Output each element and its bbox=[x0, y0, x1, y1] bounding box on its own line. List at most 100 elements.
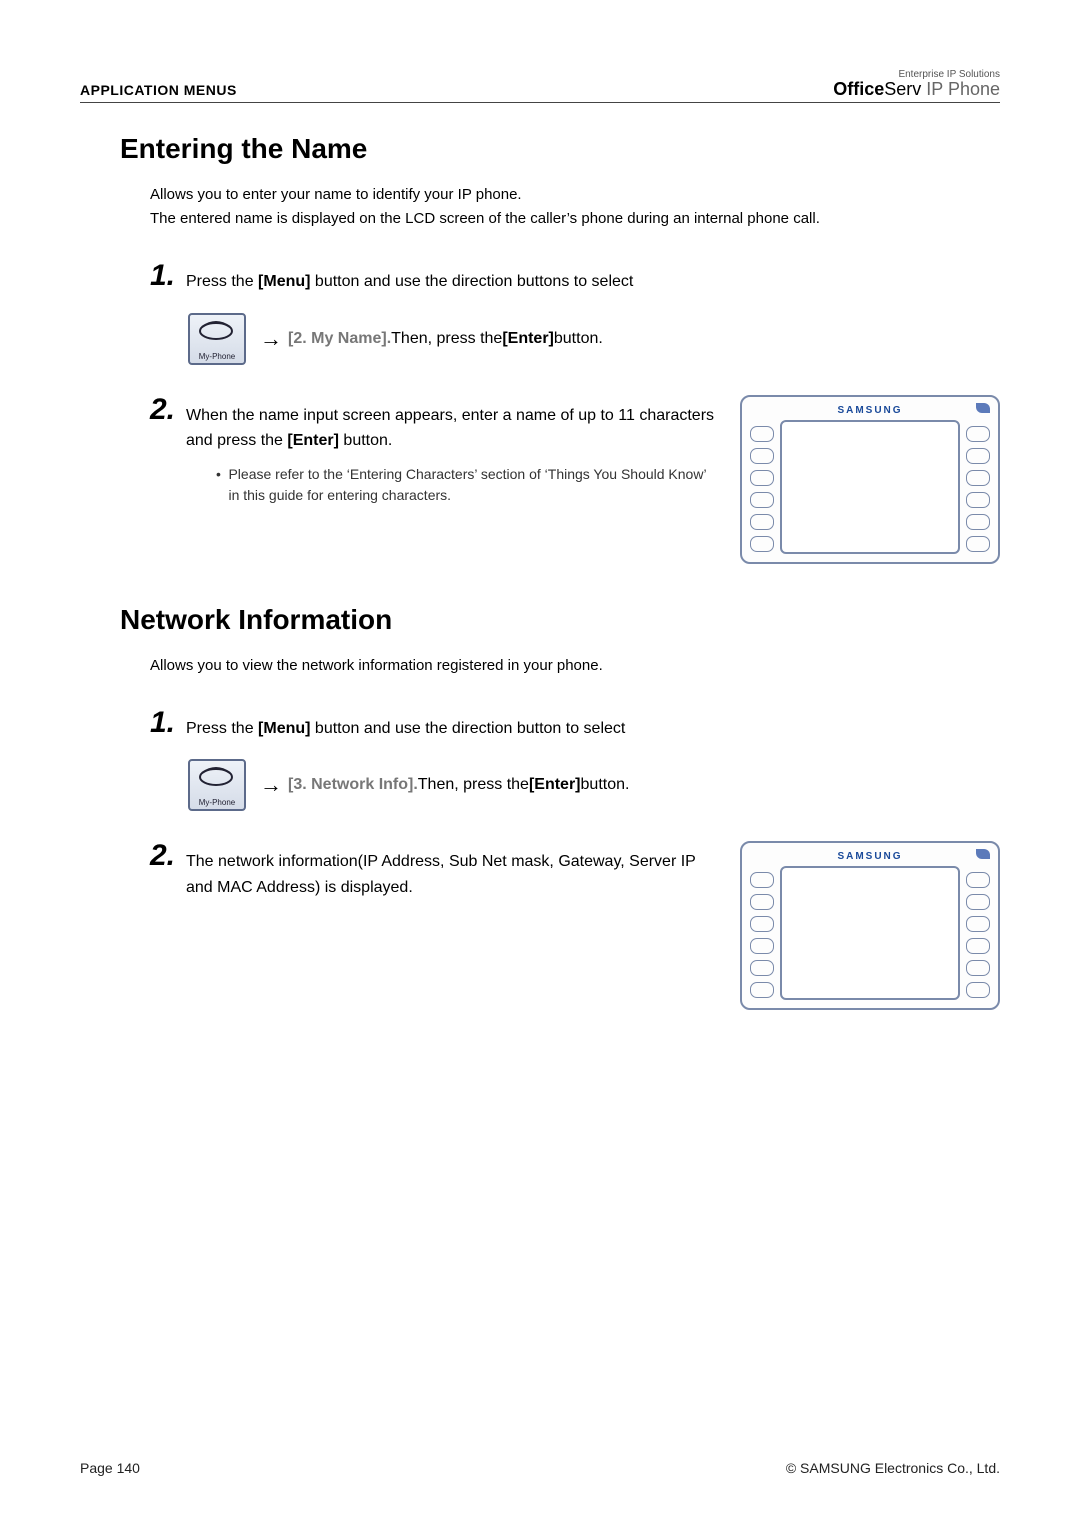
phone-left-buttons bbox=[750, 866, 774, 1000]
text: button and use the direction button to s… bbox=[310, 720, 625, 737]
text: Press the bbox=[186, 273, 258, 290]
bullet-text: Please refer to the ‘Entering Characters… bbox=[228, 464, 716, 506]
page-header: APPLICATION MENUS Enterprise IP Solution… bbox=[80, 70, 1000, 103]
soft-button bbox=[966, 916, 990, 932]
menu-keyword: [Menu] bbox=[258, 720, 310, 737]
brand-tail: IP Phone bbox=[921, 79, 1000, 99]
soft-button bbox=[966, 514, 990, 530]
page: APPLICATION MENUS Enterprise IP Solution… bbox=[0, 0, 1080, 1526]
phone-corner-icon bbox=[976, 849, 990, 859]
soft-button bbox=[750, 448, 774, 464]
content: Entering the Name Allows you to enter yo… bbox=[80, 133, 1000, 1010]
section2-step2-left: 2. The network information(IP Address, S… bbox=[150, 841, 716, 900]
soft-button bbox=[750, 960, 774, 976]
soft-button bbox=[966, 426, 990, 442]
phone-top: SAMSUNG bbox=[750, 403, 990, 420]
soft-button bbox=[966, 448, 990, 464]
brand-main: OfficeServ IP Phone bbox=[833, 80, 1000, 98]
section2-intro: Allows you to view the network informati… bbox=[150, 654, 1000, 678]
text: Press the bbox=[186, 720, 258, 737]
soft-button bbox=[966, 938, 990, 954]
enter-keyword: [Enter] bbox=[529, 776, 581, 794]
arrow-icon: → bbox=[260, 326, 282, 352]
arrow-icon: → bbox=[260, 772, 282, 798]
soft-button bbox=[750, 492, 774, 508]
soft-button bbox=[750, 872, 774, 888]
footer-page-number: Page 140 bbox=[80, 1460, 140, 1476]
menu-path: [2. My Name]. bbox=[288, 330, 391, 348]
bullet-row: • Please refer to the ‘Entering Characte… bbox=[216, 464, 716, 506]
step-body: The network information(IP Address, Sub … bbox=[186, 841, 716, 900]
soft-button bbox=[750, 536, 774, 552]
phone-brand-label: SAMSUNG bbox=[837, 851, 902, 862]
section1-title: Entering the Name bbox=[120, 133, 1000, 165]
step-number: 2. bbox=[150, 841, 186, 900]
soft-button bbox=[966, 982, 990, 998]
text: Then, press the bbox=[418, 776, 529, 794]
phone-corner-icon bbox=[976, 403, 990, 413]
soft-button bbox=[966, 492, 990, 508]
soft-button bbox=[750, 982, 774, 998]
header-section-label: APPLICATION MENUS bbox=[80, 82, 237, 98]
phone-illustration: SAMSUNG bbox=[740, 841, 1000, 1010]
brand-mid: Serv bbox=[884, 79, 921, 99]
soft-button bbox=[750, 894, 774, 910]
section1-intro-line1: Allows you to enter your name to identif… bbox=[150, 183, 1000, 207]
section1-step1: 1. Press the [Menu] button and use the d… bbox=[150, 261, 1000, 295]
phone-body bbox=[750, 420, 990, 554]
section2-title: Network Information bbox=[120, 604, 1000, 636]
text: button. bbox=[581, 776, 630, 794]
text: button and use the direction buttons to … bbox=[310, 273, 633, 290]
section1-icon-row: My-Phone → [2. My Name]. Then, press the… bbox=[188, 313, 1000, 365]
myphone-icon-caption: My-Phone bbox=[190, 352, 244, 361]
enter-keyword: [Enter] bbox=[502, 330, 554, 348]
phone-body bbox=[750, 866, 990, 1000]
soft-button bbox=[750, 514, 774, 530]
phone-right-buttons bbox=[966, 420, 990, 554]
page-footer: Page 140 © SAMSUNG Electronics Co., Ltd. bbox=[80, 1460, 1000, 1476]
soft-button bbox=[966, 894, 990, 910]
phone-screen bbox=[780, 866, 960, 1000]
text: button. bbox=[339, 432, 392, 449]
phone-brand-label: SAMSUNG bbox=[837, 405, 902, 416]
soft-button bbox=[966, 536, 990, 552]
menu-keyword: [Menu] bbox=[258, 273, 310, 290]
section2-step1: 1. Press the [Menu] button and use the d… bbox=[150, 708, 1000, 742]
brand-block: Enterprise IP Solutions OfficeServ IP Ph… bbox=[833, 70, 1000, 98]
phone-right-buttons bbox=[966, 866, 990, 1000]
section1-intro-line2: The entered name is displayed on the LCD… bbox=[150, 207, 1000, 231]
text: Then, press the bbox=[391, 330, 502, 348]
footer-copyright: © SAMSUNG Electronics Co., Ltd. bbox=[786, 1460, 1000, 1476]
myphone-icon-caption: My-Phone bbox=[190, 798, 244, 807]
myphone-icon: My-Phone bbox=[188, 759, 246, 811]
phone-left-buttons bbox=[750, 420, 774, 554]
soft-button bbox=[966, 960, 990, 976]
soft-button bbox=[966, 872, 990, 888]
phone-illustration: SAMSUNG bbox=[740, 395, 1000, 564]
step-number: 1. bbox=[150, 261, 186, 291]
text: button. bbox=[554, 330, 603, 348]
step-number: 2. bbox=[150, 395, 186, 506]
soft-button bbox=[750, 426, 774, 442]
soft-button bbox=[966, 470, 990, 486]
brand-bold: Office bbox=[833, 79, 884, 99]
section2-step2-row: 2. The network information(IP Address, S… bbox=[150, 841, 1000, 1010]
step-number: 1. bbox=[150, 708, 186, 738]
soft-button bbox=[750, 470, 774, 486]
section2-icon-row: My-Phone → [3. Network Info]. Then, pres… bbox=[188, 759, 1000, 811]
myphone-icon: My-Phone bbox=[188, 313, 246, 365]
step-body: When the name input screen appears, ente… bbox=[186, 395, 716, 506]
text: When the name input screen appears, ente… bbox=[186, 407, 714, 450]
phone-screen bbox=[780, 420, 960, 554]
section1-step2-row: 2. When the name input screen appears, e… bbox=[150, 395, 1000, 564]
section1-intro: Allows you to enter your name to identif… bbox=[150, 183, 1000, 231]
soft-button bbox=[750, 916, 774, 932]
step-body: Press the [Menu] button and use the dire… bbox=[186, 708, 1000, 742]
soft-button bbox=[750, 938, 774, 954]
phone-top: SAMSUNG bbox=[750, 849, 990, 866]
step-body: Press the [Menu] button and use the dire… bbox=[186, 261, 1000, 295]
section1-step2-left: 2. When the name input screen appears, e… bbox=[150, 395, 716, 506]
menu-path: [3. Network Info]. bbox=[288, 776, 418, 794]
bullet-dot: • bbox=[216, 464, 228, 506]
enter-keyword: [Enter] bbox=[287, 432, 339, 449]
